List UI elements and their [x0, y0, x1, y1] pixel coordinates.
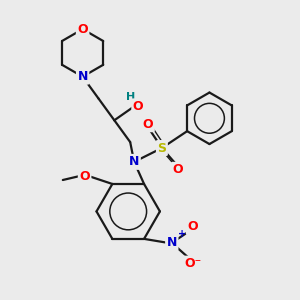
- Text: O: O: [143, 118, 153, 131]
- Text: O: O: [172, 163, 183, 176]
- Text: N: N: [77, 70, 88, 83]
- Text: O: O: [133, 100, 143, 113]
- Text: N: N: [167, 236, 177, 249]
- Text: O: O: [77, 22, 88, 36]
- Text: +: +: [178, 229, 186, 239]
- Text: H: H: [126, 92, 135, 101]
- Text: S: S: [158, 142, 166, 154]
- Text: O: O: [187, 220, 198, 233]
- Text: N: N: [129, 155, 139, 168]
- Text: O: O: [79, 169, 90, 182]
- Text: O⁻: O⁻: [184, 257, 201, 270]
